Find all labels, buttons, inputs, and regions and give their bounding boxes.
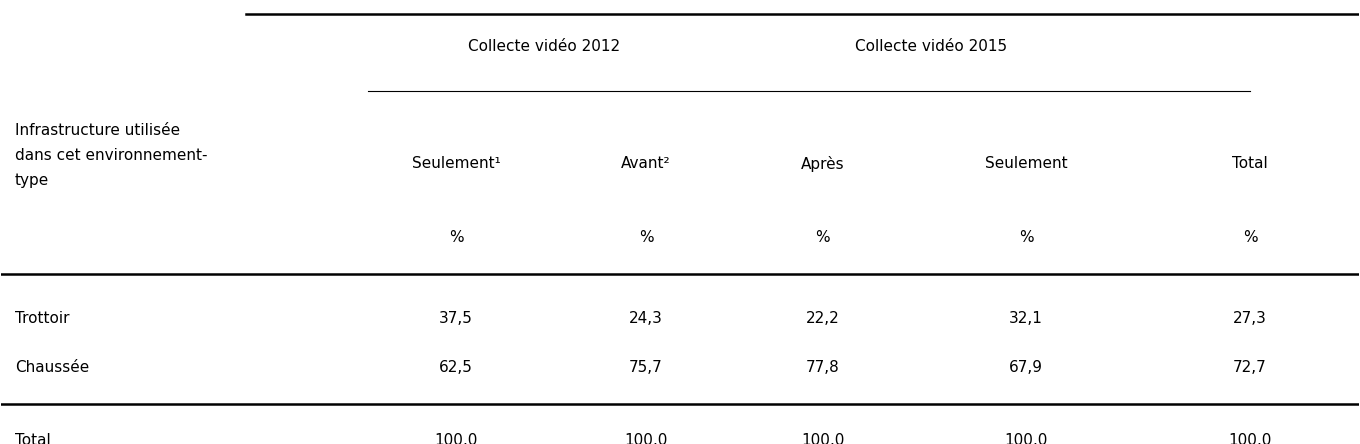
Text: Collecte vidéo 2015: Collecte vidéo 2015 xyxy=(855,39,1008,54)
Text: Infrastructure utilisée
dans cet environnement-
type: Infrastructure utilisée dans cet environ… xyxy=(15,123,208,187)
Text: %: % xyxy=(1243,230,1258,245)
Text: 100,0: 100,0 xyxy=(1005,433,1047,444)
Text: 72,7: 72,7 xyxy=(1234,360,1268,375)
Text: Chaussée: Chaussée xyxy=(15,360,90,375)
Text: Seulement¹: Seulement¹ xyxy=(412,156,500,171)
Text: 100,0: 100,0 xyxy=(801,433,845,444)
Text: Total: Total xyxy=(1232,156,1268,171)
Text: 67,9: 67,9 xyxy=(1009,360,1043,375)
Text: 27,3: 27,3 xyxy=(1234,311,1268,326)
Text: Avant²: Avant² xyxy=(622,156,670,171)
Text: %: % xyxy=(1019,230,1034,245)
Text: %: % xyxy=(449,230,464,245)
Text: 32,1: 32,1 xyxy=(1009,311,1043,326)
Text: 100,0: 100,0 xyxy=(624,433,668,444)
Text: 62,5: 62,5 xyxy=(439,360,473,375)
Text: Après: Après xyxy=(801,156,845,172)
Text: %: % xyxy=(815,230,830,245)
Text: 22,2: 22,2 xyxy=(805,311,839,326)
Text: 100,0: 100,0 xyxy=(1228,433,1272,444)
Text: Trottoir: Trottoir xyxy=(15,311,69,326)
Text: 37,5: 37,5 xyxy=(439,311,473,326)
Text: %: % xyxy=(639,230,653,245)
Text: 24,3: 24,3 xyxy=(630,311,664,326)
Text: 100,0: 100,0 xyxy=(434,433,477,444)
Text: 77,8: 77,8 xyxy=(805,360,839,375)
Text: Collecte vidéo 2012: Collecte vidéo 2012 xyxy=(468,39,620,54)
Text: 75,7: 75,7 xyxy=(630,360,662,375)
Text: Total: Total xyxy=(15,433,50,444)
Text: Seulement: Seulement xyxy=(985,156,1068,171)
